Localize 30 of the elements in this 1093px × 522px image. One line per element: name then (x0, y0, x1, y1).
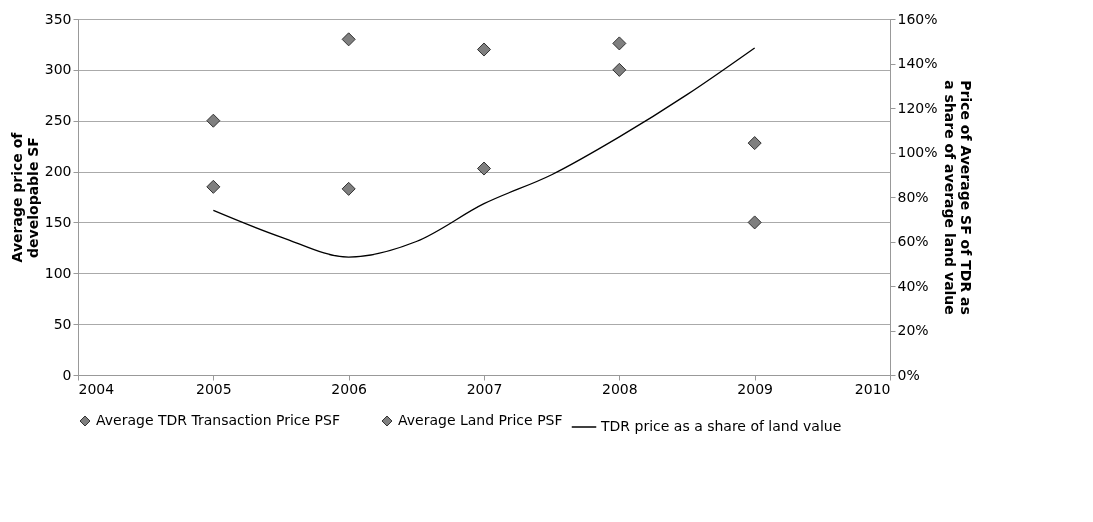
y2-tick-label: 120% (897, 99, 938, 116)
x-tick-label: 2007 (466, 380, 503, 397)
y2-tick-label: 140% (897, 55, 938, 71)
x-tick-label: 2009 (737, 380, 773, 397)
y-tick-label: 150 (44, 213, 72, 230)
legend-label: Average TDR Transaction Price PSF (96, 412, 340, 428)
y-axis-title: Average price of developable SF (8, 131, 41, 263)
x-tick-label: 2005 (196, 380, 232, 397)
y2-tick-label: 0% (897, 366, 920, 383)
y-tick-label: 50 (53, 315, 72, 332)
y-tick-label: 100 (44, 264, 72, 281)
y2-tick-label: 100% (897, 144, 938, 160)
x-tick-label: 2004 (78, 380, 115, 397)
y2-tick-label: 160% (897, 10, 938, 27)
y2-tick-label: 20% (897, 322, 929, 338)
x-tick-label: 2008 (602, 380, 638, 397)
y-tick-label: 250 (44, 112, 72, 129)
y2-tick-label: 60% (897, 233, 929, 249)
x-tick-label: 2010 (854, 380, 891, 397)
y2-tick-label: 80% (897, 188, 929, 205)
line-series (212, 47, 756, 258)
y2-axis-title: Price of Average SF of TDR as a share of average land value (941, 80, 974, 315)
y-tick-label: 350 (44, 10, 72, 27)
y-tick-label: 200 (44, 163, 72, 180)
y-tick-label: 0 (62, 366, 72, 383)
y-tick-label: 300 (44, 61, 72, 78)
legend-label: Average Land Price PSF (398, 412, 563, 428)
legend-label: TDR price as a share of land value (600, 418, 842, 434)
x-tick-label: 2006 (331, 380, 368, 397)
y2-tick-label: 40% (897, 277, 929, 294)
